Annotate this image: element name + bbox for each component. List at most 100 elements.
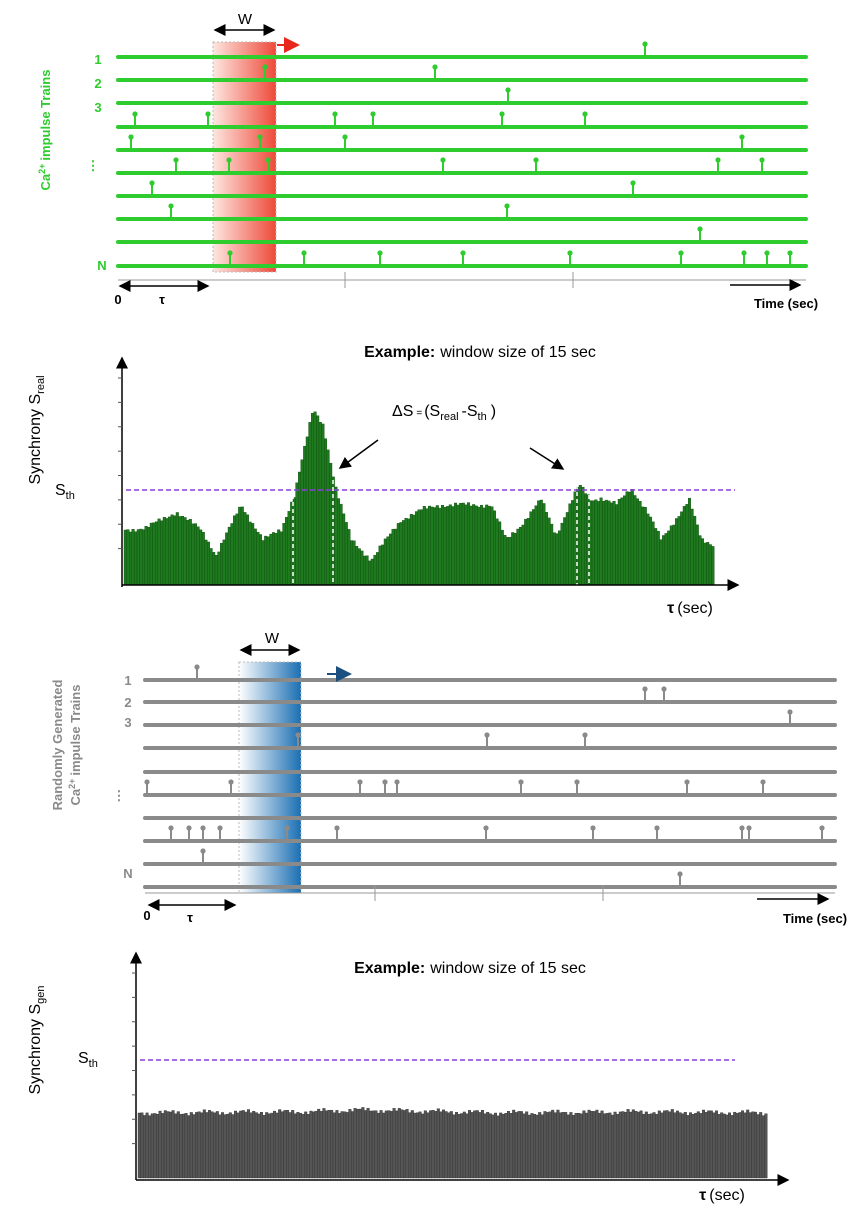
bar xyxy=(525,1111,529,1179)
bar xyxy=(408,1112,412,1179)
bar xyxy=(486,1111,490,1179)
title-bold: Example: xyxy=(354,960,425,977)
bar xyxy=(546,1112,550,1179)
bar xyxy=(357,548,361,586)
bar xyxy=(527,1114,531,1179)
bar xyxy=(491,1114,495,1179)
bar xyxy=(312,1111,316,1179)
bar xyxy=(304,1111,308,1179)
bar xyxy=(360,550,364,586)
bar xyxy=(533,1113,537,1179)
bar xyxy=(220,1112,224,1179)
bar xyxy=(741,1110,745,1179)
bar xyxy=(422,506,426,586)
bar xyxy=(430,506,434,586)
bar xyxy=(174,1113,178,1179)
spike-head xyxy=(265,157,271,163)
spike-head xyxy=(144,779,150,785)
bar xyxy=(233,1110,237,1179)
bar xyxy=(390,1111,394,1179)
bar xyxy=(384,1110,388,1179)
panel-title: Example: window size of 15 sec xyxy=(354,960,586,977)
spike-head xyxy=(697,226,703,232)
bar xyxy=(210,1111,214,1179)
bar xyxy=(449,1111,453,1179)
spike-head xyxy=(567,250,573,256)
bar xyxy=(680,511,684,586)
bar xyxy=(695,524,699,586)
time-label: Time (sec) xyxy=(754,296,818,311)
bar xyxy=(368,560,372,586)
bar xyxy=(478,1112,482,1179)
bar xyxy=(578,485,582,586)
bar xyxy=(574,1112,578,1179)
bar xyxy=(308,422,312,586)
bar xyxy=(428,505,432,586)
spike-head xyxy=(382,779,388,785)
bar xyxy=(464,504,468,586)
bar xyxy=(142,1115,146,1179)
bar xyxy=(322,1108,326,1179)
bar xyxy=(352,540,356,586)
bar xyxy=(693,515,697,586)
bar xyxy=(434,1111,438,1179)
bar xyxy=(457,1113,461,1179)
bar xyxy=(399,522,403,586)
bar xyxy=(179,1113,183,1179)
bar xyxy=(539,499,543,586)
label-sup: 2+ xyxy=(67,779,77,789)
bar xyxy=(581,486,585,586)
bar xyxy=(183,517,187,586)
bar xyxy=(728,1112,732,1179)
bar xyxy=(303,445,307,586)
bar xyxy=(652,1112,656,1179)
bar xyxy=(508,536,512,586)
bar xyxy=(213,1112,217,1179)
bar xyxy=(495,518,499,586)
bar xyxy=(286,1110,290,1179)
bar xyxy=(600,1110,604,1179)
bar xyxy=(735,1113,739,1179)
bar xyxy=(212,552,216,586)
bar xyxy=(451,506,455,586)
bar xyxy=(254,1112,258,1179)
spike-head xyxy=(499,111,505,117)
bar xyxy=(161,1113,165,1179)
bar xyxy=(636,498,640,586)
bar xyxy=(565,512,569,586)
bar xyxy=(200,1112,204,1179)
bar xyxy=(418,1111,422,1179)
bar xyxy=(412,514,416,586)
window xyxy=(238,661,302,894)
bar xyxy=(618,1111,622,1179)
bar xyxy=(474,505,478,586)
bar xyxy=(232,515,236,586)
bar xyxy=(690,508,694,586)
bar xyxy=(438,507,442,586)
row-label: 2 xyxy=(124,695,131,710)
bar xyxy=(194,1112,198,1179)
bar xyxy=(738,1112,742,1179)
bar xyxy=(378,545,382,586)
bar xyxy=(623,495,627,586)
bar xyxy=(551,1109,555,1179)
bar xyxy=(189,1112,193,1179)
bar xyxy=(369,1110,373,1179)
bar xyxy=(507,1111,511,1179)
bar xyxy=(272,532,276,586)
bar xyxy=(496,1115,500,1179)
bar xyxy=(555,533,559,586)
bar xyxy=(460,1113,464,1179)
bar xyxy=(389,533,393,586)
spike-head xyxy=(205,111,211,117)
bar xyxy=(246,1109,250,1179)
bar xyxy=(538,1112,542,1179)
origin-label: 0 xyxy=(143,908,150,923)
bar xyxy=(656,530,660,586)
bar xyxy=(698,535,702,586)
bar xyxy=(166,1111,170,1179)
bar xyxy=(696,1111,700,1179)
bar xyxy=(296,1112,300,1179)
bar xyxy=(374,1110,378,1179)
spike-head xyxy=(630,180,636,186)
